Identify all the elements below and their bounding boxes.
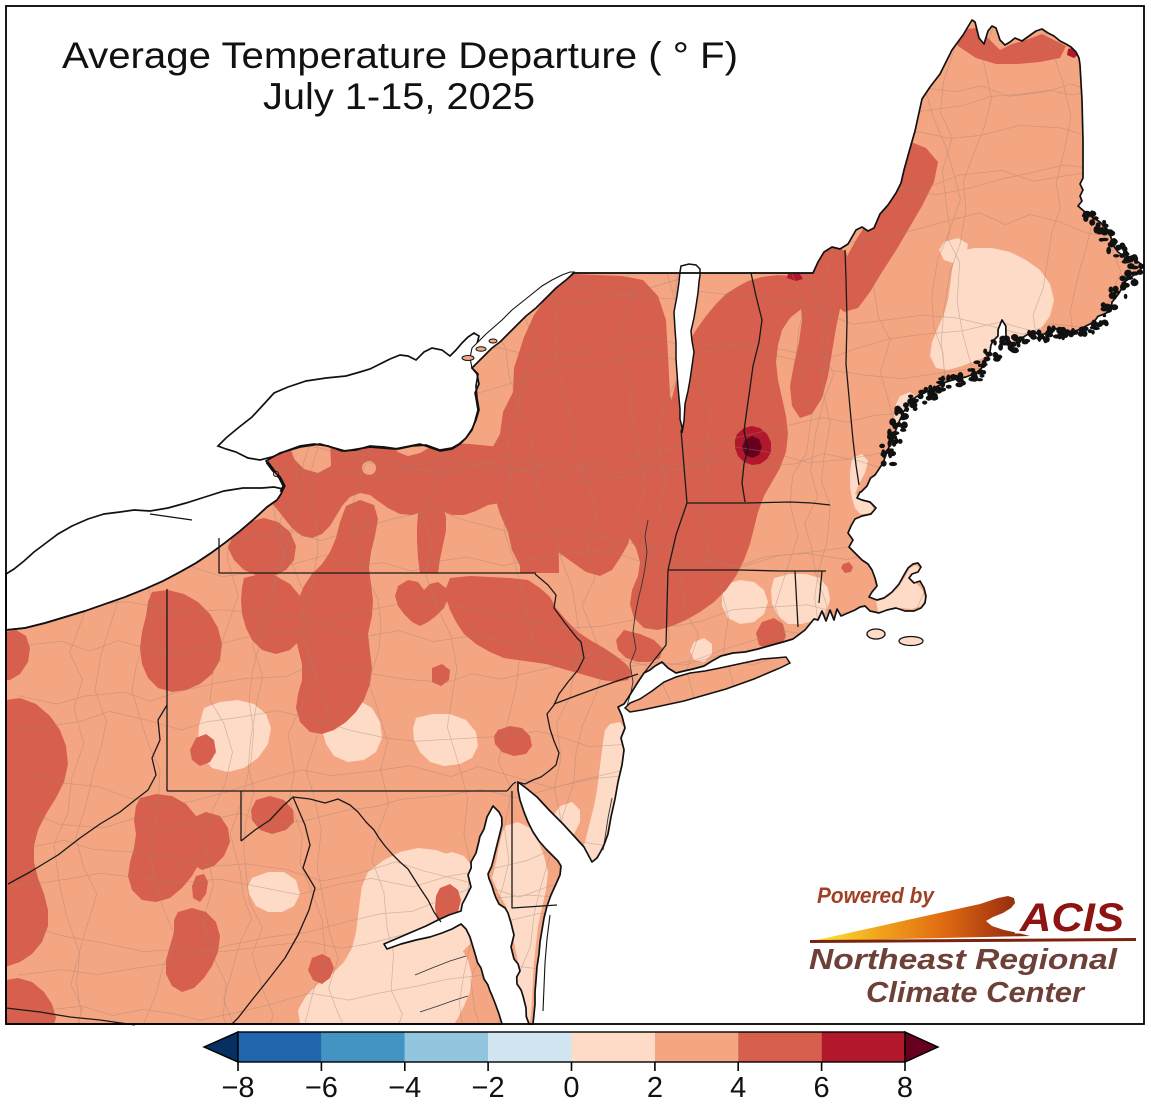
- svg-text:−2: −2: [472, 1072, 505, 1104]
- svg-text:4: 4: [730, 1072, 746, 1104]
- svg-text:2: 2: [647, 1072, 663, 1104]
- svg-text:ACIS: ACIS: [1019, 896, 1124, 940]
- svg-text:6: 6: [814, 1072, 830, 1104]
- svg-text:−6: −6: [305, 1072, 338, 1104]
- svg-text:0: 0: [563, 1072, 579, 1104]
- svg-text:Climate Center: Climate Center: [866, 977, 1086, 1009]
- svg-text:8: 8: [897, 1072, 913, 1104]
- svg-text:Powered by: Powered by: [817, 883, 936, 908]
- svg-text:Average Temperature Departure: Average Temperature Departure ( ° F): [62, 34, 738, 76]
- svg-text:July 1-15, 2025: July 1-15, 2025: [263, 75, 535, 117]
- svg-text:Northeast Regional: Northeast Regional: [809, 944, 1118, 976]
- svg-text:−8: −8: [221, 1072, 254, 1104]
- svg-text:−4: −4: [388, 1072, 421, 1104]
